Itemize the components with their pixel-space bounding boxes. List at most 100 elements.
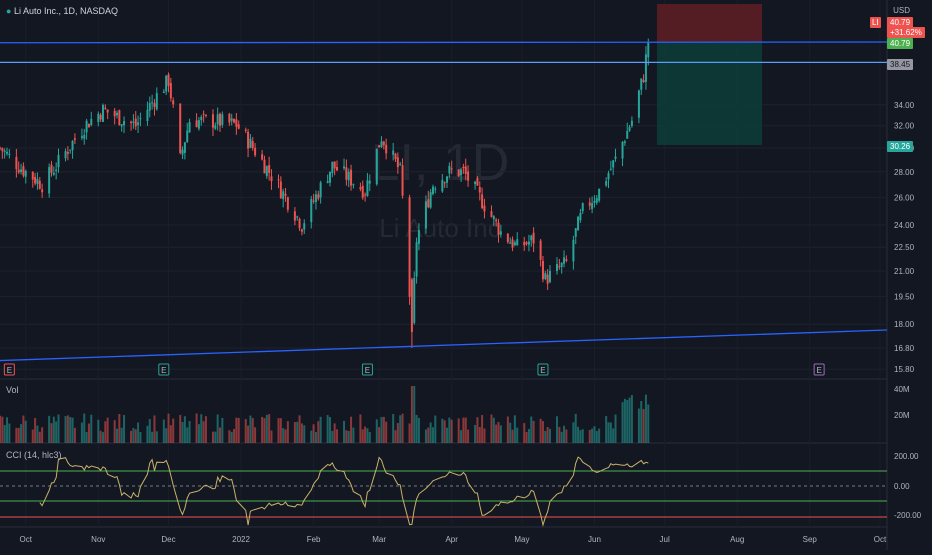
volume-bar (151, 431, 154, 443)
volume-bar (38, 431, 41, 443)
volume-bar (548, 428, 551, 443)
earnings-marker[interactable] (537, 363, 549, 376)
volume-bar (137, 422, 140, 443)
candle-body (101, 104, 104, 122)
candle-body (8, 153, 11, 155)
candle-body (565, 259, 568, 261)
price-tick-label: 21.00 (894, 267, 915, 276)
volume-bar (162, 419, 165, 443)
time-axis[interactable]: Oct Nov Dec 2022 Feb Mar Apr May Jun Jul Aug Sep Oct (20, 535, 887, 544)
candle-body (216, 114, 219, 125)
volume-bar (71, 417, 74, 443)
volume-bar (392, 414, 395, 443)
cci-pane-label[interactable]: CCI (14, hlc3) (6, 450, 62, 460)
time-tick-label: Oct (874, 535, 887, 544)
candle-body (139, 118, 142, 120)
volume-bar (139, 431, 142, 443)
candle-body (378, 145, 381, 148)
volume-bar (417, 417, 420, 443)
candle-body (476, 178, 479, 186)
stop-price-tag: 30.26 (887, 141, 914, 152)
price-tick-label: 22.50 (894, 243, 915, 252)
volume-bar (8, 423, 11, 443)
candle-body (83, 134, 86, 139)
candle-body (331, 161, 334, 173)
candle-body (527, 241, 530, 245)
volume-bar (265, 414, 268, 443)
volume-bar (146, 425, 149, 443)
candle-body (413, 277, 416, 323)
watermark-name: Li Auto Inc (379, 213, 500, 243)
volume-bar (116, 428, 119, 443)
time-tick-label: Jun (588, 535, 601, 544)
candle-body (640, 78, 643, 90)
symbol-title[interactable]: ● Li Auto Inc., 1D, NASDAQ (6, 6, 118, 16)
candle-body (401, 165, 404, 196)
earnings-marker-label: E (365, 366, 370, 375)
volume-bar (326, 415, 329, 443)
candle-body (186, 130, 189, 143)
volume-bar (179, 415, 182, 443)
volume-bar (614, 414, 617, 443)
volume-bar (261, 416, 264, 443)
candle-body (364, 194, 367, 196)
volume-bar (350, 416, 353, 443)
trendline[interactable] (0, 329, 888, 362)
trendline[interactable] (0, 41, 888, 44)
reward-zone[interactable] (657, 42, 762, 146)
candle-body (556, 264, 559, 271)
volume-bar (474, 424, 477, 443)
volume-bar (516, 427, 519, 443)
candle-body (130, 121, 133, 123)
volume-bar (572, 422, 575, 443)
candle-body (385, 144, 388, 154)
position-zones[interactable] (657, 4, 762, 146)
price-tick-label: 18.00 (894, 320, 915, 329)
trendlines[interactable] (0, 41, 888, 362)
candle-body (167, 74, 170, 86)
volume-bar (90, 414, 93, 443)
volume-bar (202, 421, 205, 443)
volume-bar (167, 413, 170, 443)
volume-bar (481, 415, 484, 443)
volume-bar (282, 428, 285, 443)
candle-body (3, 150, 6, 152)
earnings-marker[interactable] (361, 363, 373, 376)
candle-body (50, 164, 53, 173)
volume-bar (132, 428, 135, 443)
volume-bar (80, 422, 83, 443)
cci-tick-label: -200.00 (894, 511, 922, 520)
volume-pane-label[interactable]: Vol (6, 385, 19, 395)
candle-body (132, 121, 135, 123)
symbol-label: Li Auto Inc., 1D, NASDAQ (13, 6, 118, 16)
earnings-marker[interactable] (813, 363, 825, 376)
candle-body (137, 122, 140, 126)
earnings-marker[interactable] (158, 363, 170, 376)
candle-body (221, 114, 224, 125)
volume-bar (427, 427, 430, 443)
volume-bar (328, 417, 331, 443)
candle-body (441, 179, 444, 192)
volume-bar (527, 429, 530, 443)
volume-bar (314, 431, 317, 443)
volume-bar (233, 428, 236, 443)
volume-bar (134, 429, 137, 443)
change-percent-tag: +31.62% (887, 27, 925, 38)
candle-body (36, 178, 39, 185)
volume-bar (317, 421, 320, 443)
volume-bar (165, 428, 168, 443)
volume-bar (34, 417, 37, 443)
candle-body (607, 173, 610, 180)
candle-body (644, 54, 647, 83)
candle-body (249, 138, 252, 148)
volume-bar (254, 427, 257, 443)
volume-bar (55, 421, 58, 443)
candle-body (153, 103, 156, 107)
earnings-marker[interactable] (3, 363, 15, 376)
risk-zone[interactable] (657, 4, 762, 42)
volume-bar (396, 423, 399, 443)
candle-body (104, 107, 107, 109)
candle-body (52, 172, 55, 175)
